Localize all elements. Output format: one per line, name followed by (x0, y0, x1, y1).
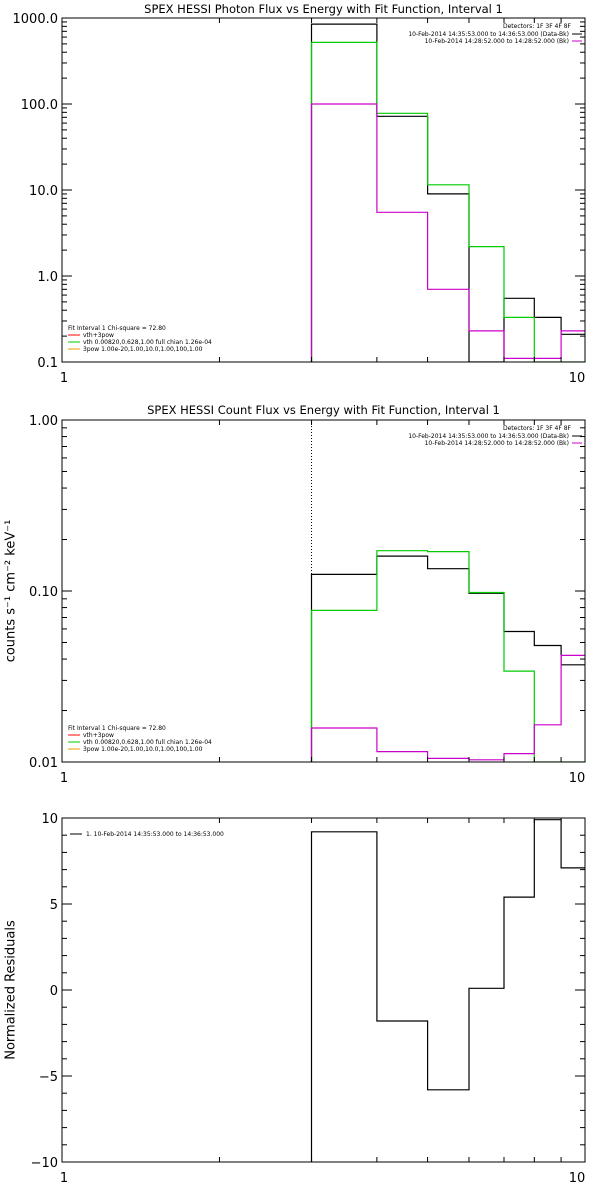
fit-legend-label: 3pow 1.00e-20,1.00,10.0,1.00,100,1.00 (83, 746, 203, 753)
y-tick-label: −5 (39, 1070, 58, 1085)
residuals-panel: Normalized Residuals 1 10 −10 −5 0 5 10 1. 10-Fe… (4, 812, 586, 1186)
y-axis-label: counts s⁻¹ cm⁻² keV⁻¹ (4, 520, 19, 663)
time-legend-label: 10-Feb-2014 14:35:53.000 to 14:36:53.000… (408, 31, 569, 38)
y-tick-label: −10 (31, 1156, 58, 1171)
series-1-histogram (310, 550, 585, 762)
y-tick-label: 5 (50, 898, 58, 913)
plot-frame (61, 17, 586, 363)
y-axis-label: Normalized Residuals (4, 920, 19, 1060)
plot-area (310, 18, 585, 362)
plot-frame (61, 817, 586, 1163)
x-tick-label: 1 (60, 1171, 68, 1186)
plot-area (310, 819, 585, 1162)
series-2-histogram (310, 103, 585, 362)
time-legend-label: 10-Feb-2014 14:35:53.000 to 14:36:53.000… (408, 433, 569, 440)
y-tick-label: 10.0 (29, 184, 58, 199)
x-tick-label: 10 (569, 771, 586, 786)
time-legend-label: 1. 10-Feb-2014 14:35:53.000 to 14:36:53.… (86, 831, 224, 838)
series-2-histogram (310, 654, 585, 762)
fit-legend-label: vth 0.00820,0.628,1.00 full chian 1.26e-… (83, 739, 212, 746)
y-tick-label: 0.1 (37, 356, 58, 371)
fit-legend-label: vth+3pow (83, 332, 114, 339)
y-tick-label: 0 (50, 984, 58, 999)
time-legend-label: 10-Feb-2014 14:28:52.000 to 14:28:52.000… (425, 38, 569, 45)
y-tick-label: 100.0 (21, 98, 58, 113)
x-tick-label: 1 (60, 771, 68, 786)
chart-title: SPEX HESSI Photon Flux vs Energy with Fi… (144, 2, 503, 16)
series-0-histogram (310, 819, 585, 1162)
y-tick-label: 0.10 (29, 585, 58, 600)
fit-legend-header: Fit Interval 1 Chi-square = 72.80 (68, 725, 166, 732)
fit-legend-header: Fit Interval 1 Chi-square = 72.80 (68, 325, 166, 332)
fit-legend-label: vth+3pow (83, 732, 114, 739)
fit-legend-label: 3pow 1.00e-20,1.00,10.0,1.00,100,1.00 (83, 346, 203, 353)
detectors-label: Detectors: 1F 3F 4F 8F (503, 23, 572, 30)
y-tick-label: 1000.0 (13, 12, 59, 27)
photon-flux-panel: SPEX HESSI Photon Flux vs Energy with Fi… (13, 2, 586, 386)
y-tick-label: 10 (41, 812, 58, 827)
x-tick-label: 10 (569, 371, 586, 386)
y-tick-label: 0.01 (29, 756, 58, 771)
fit-legend-label: vth 0.00820,0.628,1.00 full chian 1.26e-… (83, 339, 212, 346)
chart-title: SPEX HESSI Count Flux vs Energy with Fit… (147, 403, 500, 417)
series-0-histogram (310, 555, 585, 762)
plot-area (310, 420, 585, 762)
series-1-histogram (310, 41, 585, 362)
x-tick-label: 1 (60, 371, 68, 386)
series-0-histogram (310, 23, 585, 362)
detectors-label: Detectors: 1F 3F 4F 8F (503, 425, 572, 432)
plot-frame (61, 419, 586, 763)
y-tick-label: 1.0 (37, 270, 58, 285)
x-tick-label: 10 (569, 1171, 586, 1186)
time-legend-label: 10-Feb-2014 14:28:52.000 to 14:28:52.000… (425, 440, 569, 447)
y-tick-label: 1.00 (29, 414, 58, 429)
count-flux-panel: SPEX HESSI Count Flux vs Energy with Fit… (4, 403, 586, 786)
